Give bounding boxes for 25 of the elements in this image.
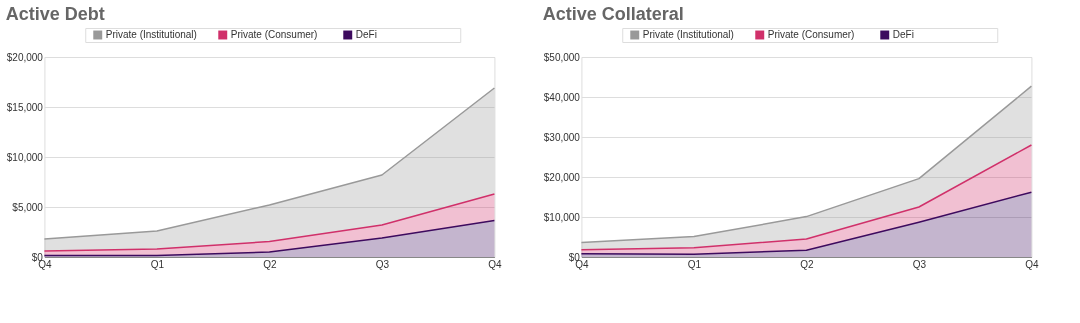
legend-label: Private (Consumer) <box>230 29 318 40</box>
chart-title: Active Collateral <box>542 3 684 24</box>
y-tick-label: $50,000 <box>543 51 581 63</box>
y-tick-label: $20,000 <box>543 171 581 183</box>
x-tick-label: Q4 <box>1025 258 1040 270</box>
x-tick-label: Q1 <box>687 258 702 270</box>
legend-label: Private (Institutional) <box>105 29 197 40</box>
x-tick-label: Q3 <box>912 258 927 270</box>
y-tick-label: $10,000 <box>543 211 581 223</box>
x-tick-label: Q1 <box>150 258 165 270</box>
legend-label: Private (Institutional) <box>642 29 734 40</box>
y-tick-label: $30,000 <box>543 131 581 143</box>
x-tick-label: Q2 <box>800 258 815 270</box>
y-tick-label: $5,000 <box>12 201 44 213</box>
legend-label: DeFi <box>892 29 914 40</box>
x-tick-label: Q3 <box>375 258 390 270</box>
y-tick-label: $15,000 <box>6 101 44 113</box>
x-tick-label: Q2 <box>263 258 278 270</box>
chart-title: Active Debt <box>5 3 105 24</box>
legend-label: Private (Consumer) <box>767 29 855 40</box>
y-tick-label: $40,000 <box>543 91 581 103</box>
legend-label: DeFi <box>355 29 377 40</box>
y-tick-label: $20,000 <box>6 51 44 63</box>
x-tick-label: Q4 <box>488 258 503 270</box>
y-tick-label: $10,000 <box>6 151 44 163</box>
